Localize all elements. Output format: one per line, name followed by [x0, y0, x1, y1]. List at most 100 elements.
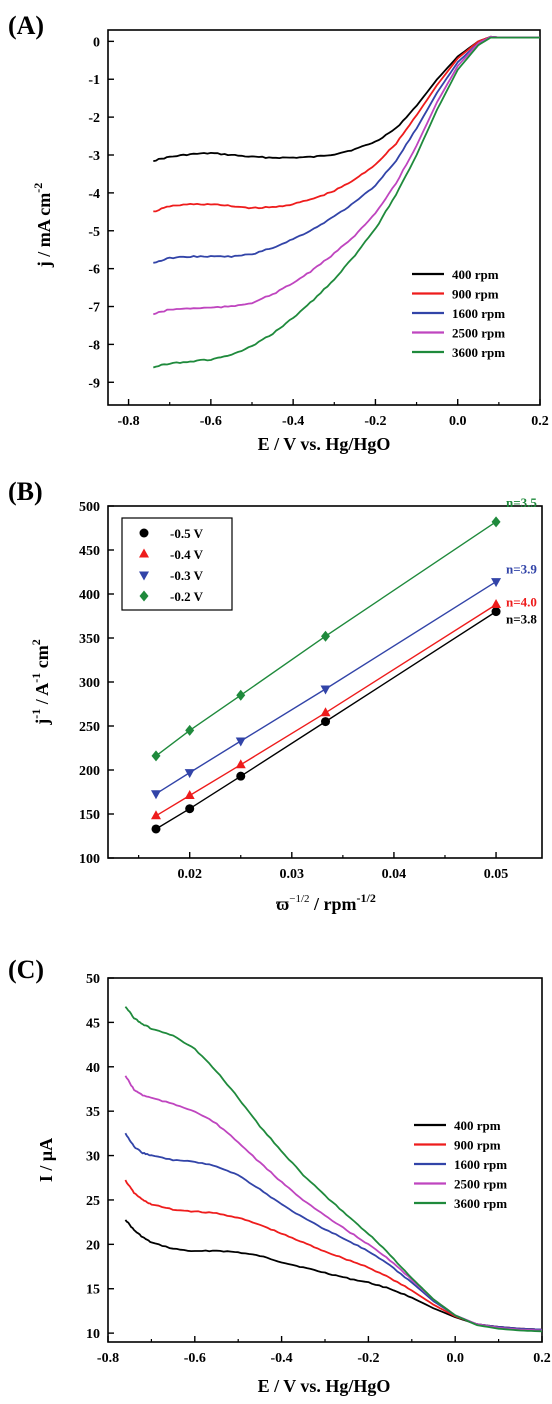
- legend-label: 400 rpm: [452, 267, 499, 282]
- panel-a-letter: (A): [8, 11, 44, 40]
- x-tick-label: -0.2: [357, 1351, 379, 1366]
- y-tick-label: 500: [79, 500, 100, 515]
- x-tick-label: 0.2: [531, 414, 549, 429]
- data-point: [320, 685, 331, 695]
- y-tick-label: 0: [93, 35, 100, 50]
- series-line-1600-rpm: [153, 35, 540, 264]
- panel-b-x-ticks: 0.02 0.03 0.04 0.05: [138, 852, 509, 882]
- data-point: [139, 571, 149, 581]
- y-tick-label: -4: [88, 187, 100, 202]
- panel-b-x-axis-title-symbol: ϖ: [276, 894, 289, 914]
- panel-a: (A) 0 -1 -2 -3 -4 -5 -6 -7 -8 -9 -0.8 -0.6 -0.4 -0.2…: [8, 11, 549, 454]
- y-tick-label: 35: [86, 1105, 100, 1120]
- panel-b-y-ticks: 100 150 200 250 300 350 400 450 500: [79, 500, 114, 867]
- y-tick-label: -7: [88, 301, 100, 316]
- data-point: [491, 599, 502, 609]
- y-tick-label: 10: [86, 1327, 100, 1342]
- panel-b-x-axis-title: ϖ−1/2 / rpm-1/2: [276, 891, 376, 914]
- x-tick-label: -0.6: [184, 1351, 206, 1366]
- panel-b-x-axis-title-mid: / rpm: [310, 894, 357, 914]
- data-point: [139, 548, 149, 558]
- x-tick-label: -0.2: [364, 414, 386, 429]
- legend-label: 900 rpm: [454, 1138, 501, 1153]
- panel-a-y-axis-title-main: j / mA cm: [34, 193, 54, 268]
- panel-b-x-axis-title-sup2: -1/2: [357, 891, 376, 905]
- data-point: [321, 630, 331, 642]
- legend-label: -0.2 V: [170, 589, 204, 604]
- y-tick-label: -2: [88, 111, 100, 126]
- y-tick-label: -9: [88, 376, 100, 391]
- panel-a-y-axis-title: j / mA cm-2: [31, 183, 54, 268]
- panel-a-plot-frame: [107, 29, 541, 406]
- y-tick-label: 250: [79, 720, 100, 735]
- panel-c-legend: 400 rpm 900 rpm 1600 rpm 2500 rpm 3600 rpm: [414, 1118, 507, 1211]
- panel-b-legend: -0.5 V -0.4 V -0.3 V -0.2 V: [121, 517, 233, 611]
- legend-label: 900 rpm: [452, 287, 499, 302]
- series-line-3600-rpm: [124, 1006, 543, 1333]
- panel-b-x-axis-title-sup1: −1/2: [289, 893, 309, 905]
- y-tick-label: 50: [86, 972, 100, 987]
- y-tick-label: 150: [79, 808, 100, 823]
- data-point: [185, 804, 195, 814]
- panel-b-y-axis-title-end: cm: [32, 645, 52, 672]
- y-tick-label: -6: [88, 263, 100, 278]
- panel-a-series: [153, 35, 540, 369]
- data-point: [320, 707, 331, 717]
- y-tick-label: 45: [86, 1016, 100, 1031]
- data-point: [235, 737, 246, 747]
- x-tick-label: 0.03: [280, 867, 305, 882]
- x-tick-label: 0.04: [382, 867, 407, 882]
- data-point: [235, 759, 246, 769]
- y-tick-label: 25: [86, 1194, 100, 1209]
- data-point: [491, 516, 501, 528]
- legend-label: 2500 rpm: [454, 1177, 507, 1192]
- series-line-2500-rpm: [153, 35, 540, 316]
- legend-label: 400 rpm: [454, 1118, 501, 1133]
- n-annotation: n=4.0: [506, 595, 537, 610]
- data-point: [139, 590, 149, 602]
- series-line-400-rpm: [124, 1219, 543, 1331]
- y-tick-label: -5: [88, 225, 100, 240]
- data-point: [491, 578, 502, 588]
- data-point: [236, 771, 246, 781]
- panel-b-y-axis-title: j-1 / A-1 cm2: [29, 639, 52, 726]
- data-point: [150, 790, 161, 800]
- panel-b-y-axis-title-j: j: [32, 719, 52, 726]
- data-point: [139, 528, 149, 538]
- y-tick-label: -3: [88, 149, 100, 164]
- x-tick-label: 0.2: [533, 1351, 551, 1366]
- panel-a-legend: 400 rpm 900 rpm 1600 rpm 2500 rpm 3600 rpm: [412, 267, 505, 360]
- legend-label: 3600 rpm: [452, 345, 505, 360]
- legend-label: 3600 rpm: [454, 1196, 507, 1211]
- panel-b-y-axis-title-sup2: -1: [29, 673, 43, 683]
- x-tick-label: 0.02: [177, 867, 202, 882]
- panel-b-y-axis-title-sup3: 2: [29, 639, 43, 645]
- panel-c: (C) 10 15 20 25 30 35 40 45 50 -0.8 -0.6 -0.4 -0.2 0…: [8, 955, 551, 1396]
- y-tick-label: -1: [88, 73, 100, 88]
- y-tick-label: 30: [86, 1150, 100, 1165]
- legend-label: -0.5 V: [170, 526, 204, 541]
- y-tick-label: 20: [86, 1238, 100, 1253]
- data-point: [184, 790, 195, 800]
- x-tick-label: 0.05: [484, 867, 509, 882]
- legend-label: 2500 rpm: [452, 326, 505, 341]
- series-line-400-rpm: [153, 35, 540, 162]
- data-point: [184, 769, 195, 779]
- data-point: [151, 750, 161, 762]
- series-line-3600-rpm: [153, 36, 540, 369]
- panel-a-x-ticks: -0.8 -0.6 -0.4 -0.2 0.0 0.2: [117, 399, 549, 429]
- panel-c-y-ticks: 10 15 20 25 30 35 40 45 50: [86, 972, 114, 1342]
- data-point: [321, 717, 331, 727]
- panel-a-y-axis-title-sup: -2: [31, 183, 45, 193]
- panel-b-y-axis-title-sup1: -1: [29, 709, 43, 719]
- y-tick-label: 300: [79, 676, 100, 691]
- panel-b-letter: (B): [8, 477, 43, 506]
- data-point: [151, 824, 161, 834]
- data-point: [236, 689, 246, 701]
- panel-a-y-ticks: 0 -1 -2 -3 -4 -5 -6 -7 -8 -9: [88, 35, 114, 391]
- x-tick-label: -0.4: [271, 1351, 293, 1366]
- y-tick-label: 40: [86, 1061, 100, 1076]
- y-tick-label: 450: [79, 544, 100, 559]
- data-point: [185, 724, 195, 736]
- y-tick-label: 15: [86, 1283, 100, 1298]
